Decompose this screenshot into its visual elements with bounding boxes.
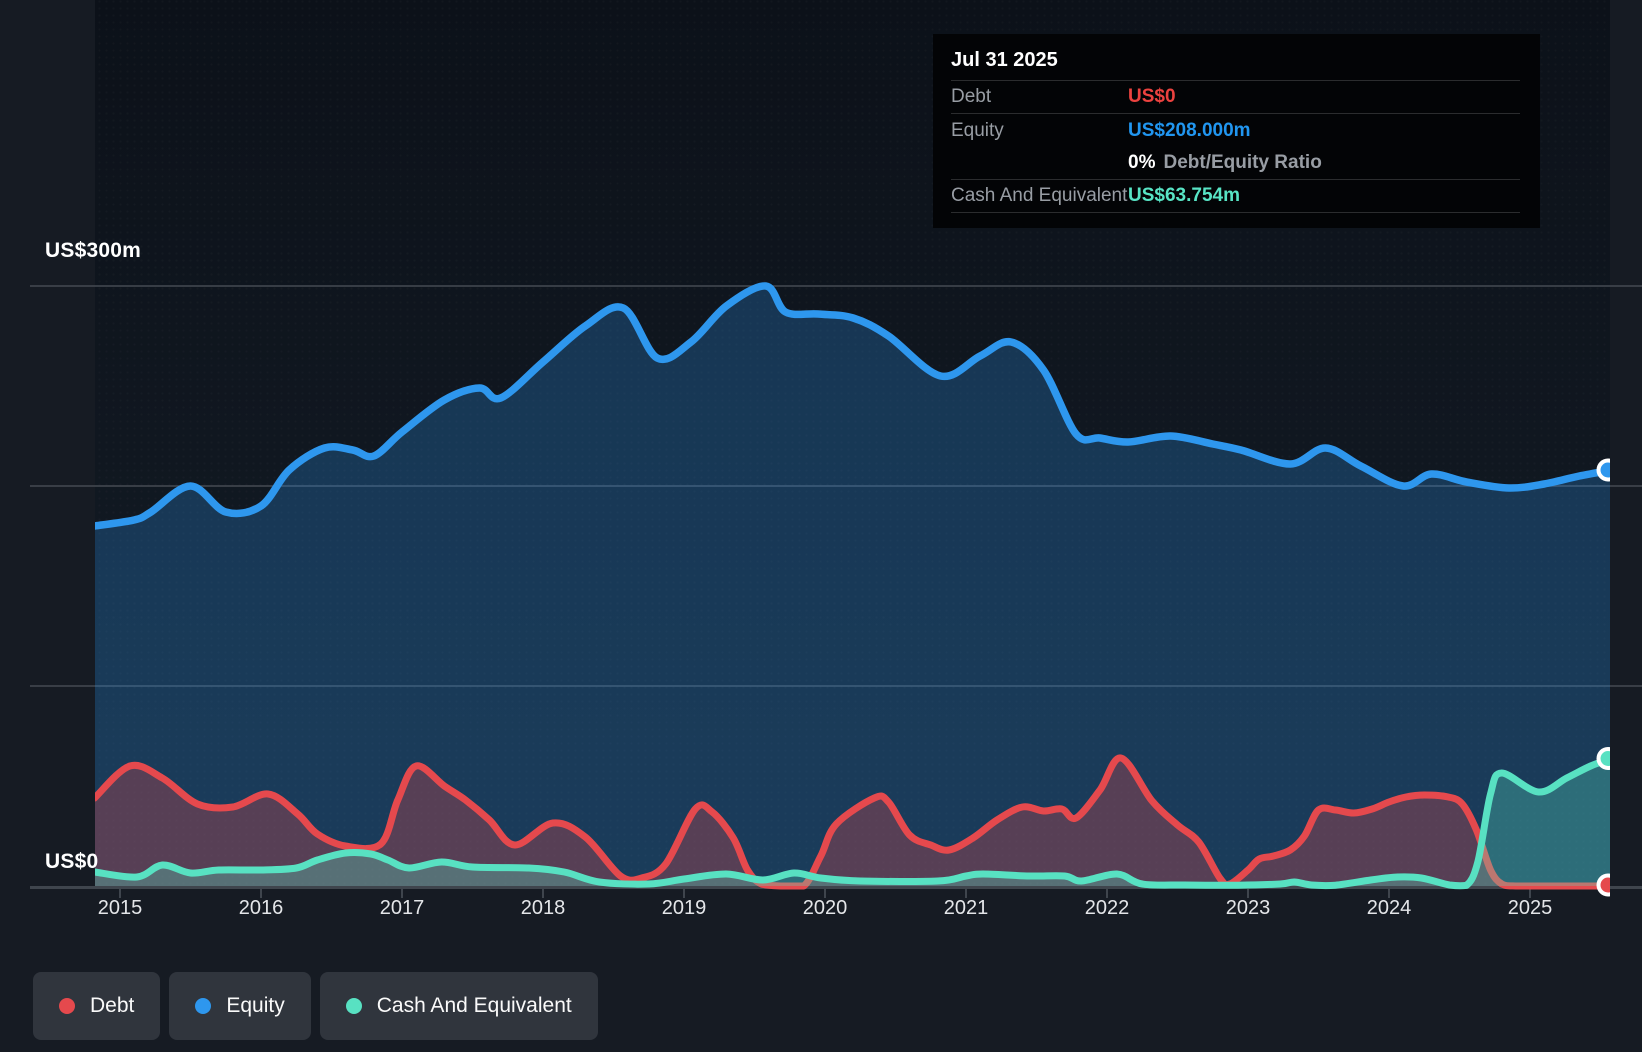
x-axis-label: 2025 <box>1507 897 1553 919</box>
tooltip-row-debt: Debt US$0 <box>951 81 1520 114</box>
legend-toggle-cash[interactable]: Cash And Equivalent <box>319 972 598 1040</box>
y-axis-label: US$0 <box>45 850 99 873</box>
tooltip-row-cash: Cash And Equivalent US$63.754m <box>951 180 1520 213</box>
legend-toggle-debt[interactable]: Debt <box>33 972 161 1040</box>
tooltip-equity-label: Equity <box>951 119 1004 141</box>
tooltip-date: Jul 31 2025 <box>951 40 1520 81</box>
equity-area <box>95 285 1610 886</box>
debt-line <box>95 754 1610 890</box>
equity-series-dot-icon <box>195 998 212 1014</box>
debt-series-dot-icon <box>59 998 75 1014</box>
x-axis-label: 2018 <box>520 897 566 919</box>
tooltip-cash-label: Cash And Equivalent <box>951 185 1128 206</box>
x-axis-label: 2015 <box>97 897 143 919</box>
equity-line <box>95 282 1610 530</box>
x-axis-label: 2017 <box>379 897 425 919</box>
cash-end-marker <box>1596 746 1610 770</box>
debt-area <box>95 757 1610 886</box>
x-axis-label: 2022 <box>1084 897 1130 919</box>
x-axis-label: 2023 <box>1225 897 1271 919</box>
legend-debt-label: Debt <box>90 994 135 1017</box>
tooltip-debt-value: US$0 <box>1128 86 1176 107</box>
chart-legend: Debt Equity Cash And Equivalent <box>33 972 598 1040</box>
x-axis-label: 2024 <box>1366 897 1412 919</box>
y-axis-label: US$300m <box>45 239 141 262</box>
x-axis-label: 2019 <box>661 897 707 919</box>
legend-equity-label: Equity <box>226 994 285 1017</box>
tooltip-panel: Jul 31 2025 Debt US$0 Equity US$208.000m… <box>933 34 1540 228</box>
x-axis-label: 2016 <box>238 897 284 919</box>
equity-end-marker <box>1596 458 1610 482</box>
ratio-label: Debt/Equity Ratio <box>1163 152 1322 173</box>
cash-series-dot-icon <box>345 998 362 1014</box>
tooltip-row-equity: Equity US$208.000m <box>951 114 1520 147</box>
debt-end-marker <box>1596 873 1610 897</box>
tooltip-debt-label: Debt <box>951 86 992 107</box>
legend-cash-label: Cash And Equivalent <box>376 994 572 1017</box>
tooltip-equity-value: US$208.000m <box>1128 119 1251 141</box>
cash-line <box>95 755 1610 890</box>
x-axis-label: 2021 <box>943 897 989 919</box>
ratio-value: 0% <box>1128 152 1156 173</box>
tooltip-cash-value: US$63.754m <box>1128 185 1240 206</box>
debt-equity-ratio: 0% Debt/Equity Ratio <box>1128 152 1322 174</box>
x-axis-label: 2020 <box>802 897 848 919</box>
tooltip-row-ratio: 0% Debt/Equity Ratio <box>951 147 1520 180</box>
legend-toggle-equity[interactable]: Equity <box>169 972 311 1040</box>
